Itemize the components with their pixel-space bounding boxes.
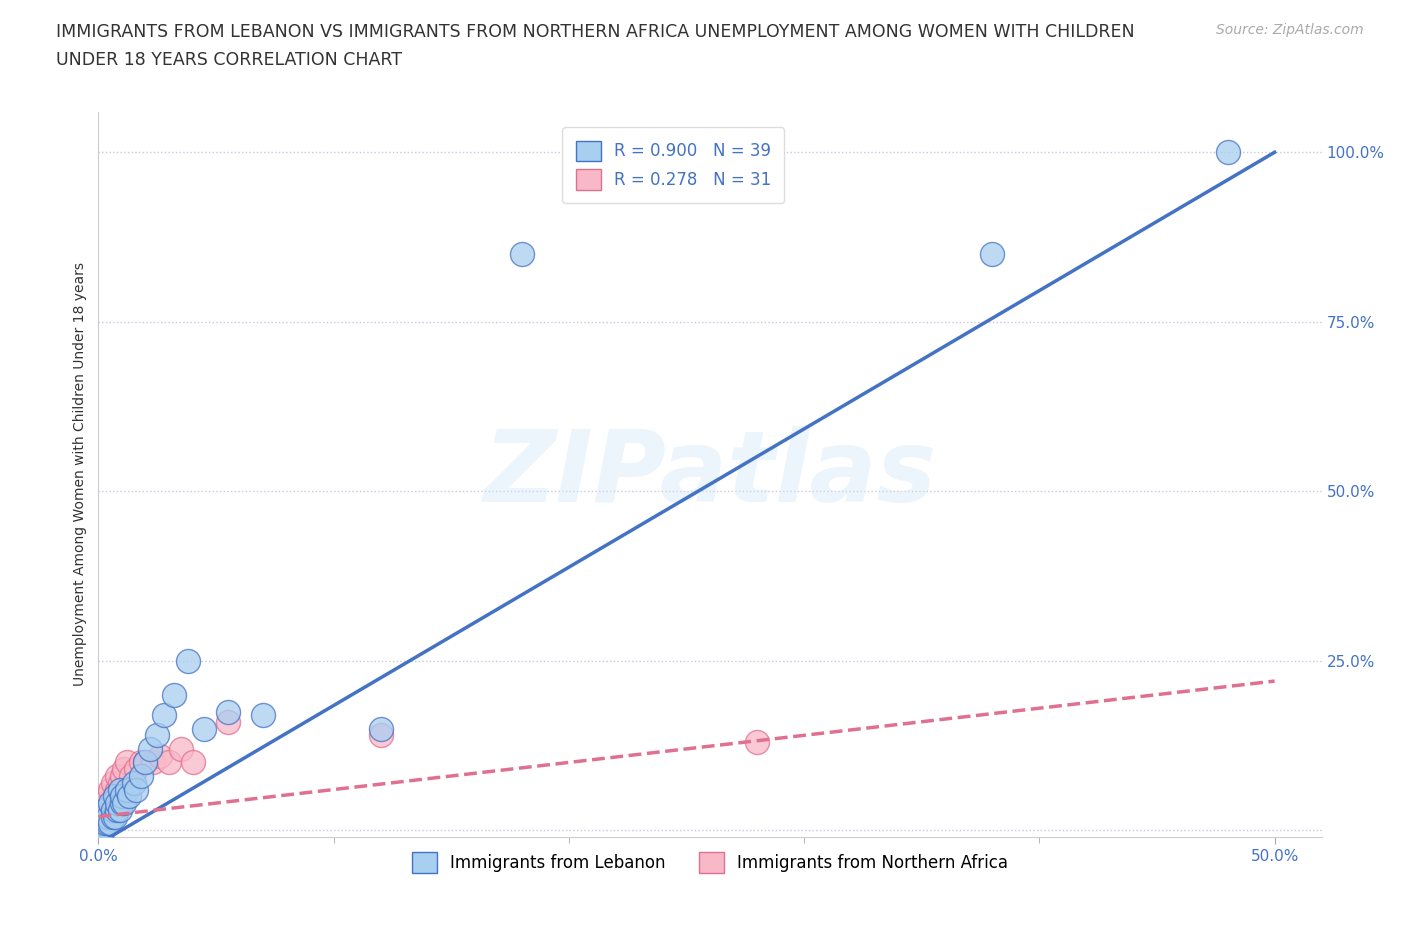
Point [112,796,135,811]
Point [105,768,128,783]
Text: UNDER 18 YEARS CORRELATION CHART: UNDER 18 YEARS CORRELATION CHART [56,51,402,69]
Point [510,246,533,261]
Point [122,776,145,790]
Point [252,708,274,723]
Point [193,721,215,736]
Point [101,796,124,811]
Point [98,796,121,811]
Point [98,816,121,830]
Point [105,782,128,797]
Point [370,721,392,736]
Point [217,704,239,719]
Point [217,714,239,729]
Point [97,789,120,804]
Point [105,803,128,817]
Point [108,803,131,817]
Point [91,803,114,817]
Point [104,809,127,824]
Point [105,796,128,811]
Point [111,789,134,804]
Point [134,755,156,770]
Point [115,782,138,797]
Point [101,809,124,824]
Point [90,809,112,824]
Point [745,735,768,750]
Point [108,782,131,797]
Point [146,728,169,743]
Point [97,803,120,817]
Point [129,768,152,783]
Point [94,796,117,811]
Point [104,789,127,804]
Point [118,789,141,804]
Point [90,823,112,838]
Legend: Immigrants from Lebanon, Immigrants from Northern Africa: Immigrants from Lebanon, Immigrants from… [405,845,1015,880]
Point [153,708,176,723]
Point [90,816,112,830]
Point [370,728,392,743]
Point [111,768,134,783]
Point [91,816,114,830]
Point [149,749,172,764]
Point [91,809,114,824]
Text: IMMIGRANTS FROM LEBANON VS IMMIGRANTS FROM NORTHERN AFRICA UNEMPLOYMENT AMONG WO: IMMIGRANTS FROM LEBANON VS IMMIGRANTS FR… [56,23,1135,41]
Point [125,782,148,797]
Point [111,796,134,811]
Point [163,687,186,702]
Point [91,823,114,838]
Point [94,816,117,830]
Point [97,816,120,830]
Point [170,741,193,756]
Point [181,755,204,770]
Point [177,653,200,668]
Point [139,741,162,756]
Point [94,809,117,824]
Point [141,755,163,770]
Point [97,809,120,824]
Point [129,755,152,770]
Point [112,762,135,777]
Point [101,776,124,790]
Point [125,762,148,777]
Point [1216,145,1239,160]
Point [98,782,121,797]
Text: Source: ZipAtlas.com: Source: ZipAtlas.com [1216,23,1364,37]
Point [98,803,121,817]
Point [101,803,124,817]
Y-axis label: Unemployment Among Women with Children Under 18 years: Unemployment Among Women with Children U… [73,262,87,686]
Point [104,789,127,804]
Point [157,755,180,770]
Point [115,755,138,770]
Point [90,823,112,838]
Point [981,246,1004,261]
Point [94,803,117,817]
Point [108,776,131,790]
Point [134,755,156,770]
Point [120,768,142,783]
Text: ZIPatlas: ZIPatlas [484,426,936,523]
